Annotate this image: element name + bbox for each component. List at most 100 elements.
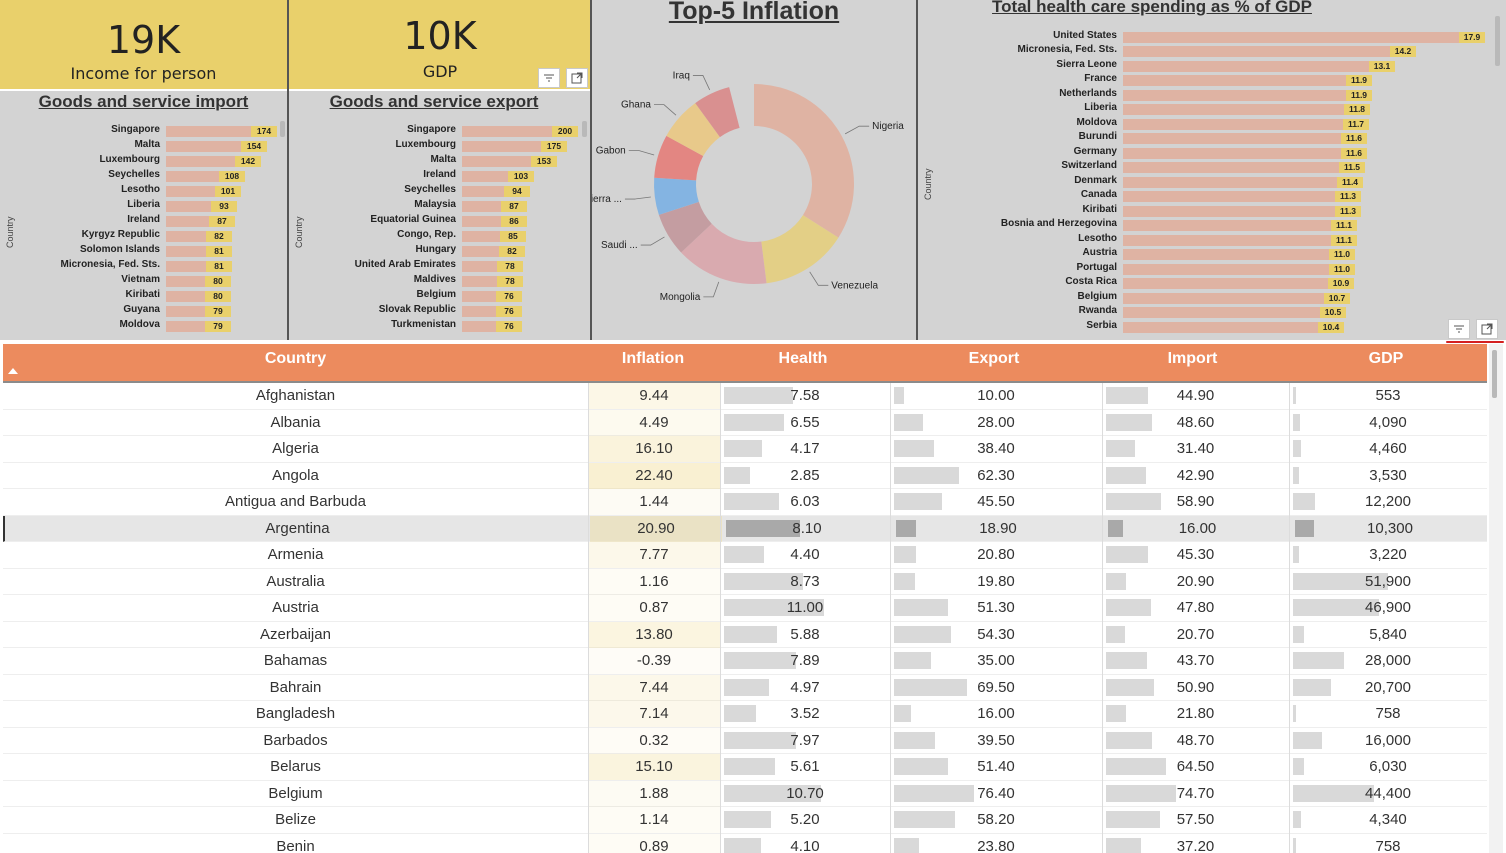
table-row[interactable]: Antigua and Barbuda 1.44 6.03 45.50 58.90 12,… [3, 489, 1487, 516]
bar[interactable] [166, 306, 205, 317]
import-chart-panel[interactable]: Goods and service import Country Singapo… [0, 91, 287, 340]
bar-row[interactable]: Congo, Rep. 85 [289, 229, 591, 244]
table-row[interactable]: Belgium 1.88 10.70 76.40 74.70 44,400 [3, 780, 1487, 807]
sort-ascending-icon[interactable] [8, 368, 18, 374]
bar[interactable] [1123, 263, 1329, 275]
bar[interactable] [1123, 321, 1318, 333]
kpi-income-card[interactable]: 19K Income for person [0, 0, 287, 89]
table-row[interactable]: Belarus 15.10 5.61 51.40 64.50 6,030 [3, 754, 1487, 781]
kpi-gdp-card[interactable]: 10K GDP [289, 0, 591, 89]
bar[interactable] [462, 231, 500, 242]
bar-row[interactable]: Hungary 82 [289, 244, 591, 259]
bar-row[interactable]: Moldova 79 [0, 319, 287, 334]
bar[interactable] [166, 321, 205, 332]
bar-row[interactable]: Singapore 174 [0, 124, 287, 139]
table-row[interactable]: Bangladesh 7.14 3.52 16.00 21.80 758 [3, 701, 1487, 728]
filter-icon[interactable] [538, 68, 560, 88]
bar-row[interactable]: Maldives 78 [289, 274, 591, 289]
bar[interactable] [1123, 133, 1341, 144]
bar-row[interactable]: United Arab Emirates 78 [289, 259, 591, 274]
bar[interactable] [1123, 89, 1346, 101]
bar-row[interactable]: Malta 153 [289, 154, 591, 169]
bar[interactable] [462, 261, 497, 272]
focus-mode-icon[interactable] [566, 68, 588, 88]
import-scrollbar[interactable] [280, 121, 285, 137]
bar[interactable] [462, 171, 508, 182]
bar[interactable] [462, 291, 496, 302]
header-import[interactable]: Import [1167, 350, 1218, 367]
bar-row[interactable]: Solomon Islands 81 [0, 244, 287, 259]
table-scrollbar-track[interactable] [1489, 344, 1503, 853]
bar-row[interactable]: Denmark 11.4 [918, 175, 1506, 190]
donut-slice[interactable] [654, 135, 704, 181]
bar-row[interactable]: Guyana 79 [0, 304, 287, 319]
header-health[interactable]: Health [778, 350, 828, 367]
table-scrollbar-thumb[interactable] [1492, 350, 1497, 398]
bar-row[interactable]: Canada 11.3 [918, 189, 1506, 204]
bar[interactable] [166, 276, 205, 287]
bar[interactable] [1123, 249, 1329, 260]
bar-row[interactable]: Portugal 11.0 [918, 262, 1506, 277]
bar[interactable] [462, 321, 496, 332]
export-chart-panel[interactable]: Goods and service export Country Singapo… [289, 91, 591, 340]
bar-row[interactable]: Rwanda 10.5 [918, 305, 1506, 320]
bar-row[interactable]: Liberia 93 [0, 199, 287, 214]
bar[interactable] [462, 156, 531, 167]
bar[interactable] [1123, 191, 1335, 202]
bar-row[interactable]: Equatorial Guinea 86 [289, 214, 591, 229]
bar[interactable] [1123, 147, 1341, 159]
bar[interactable] [462, 201, 501, 212]
bar[interactable] [462, 276, 497, 287]
donut-chart[interactable]: Nigeria Venezuela Mongolia Saudi ... Sierra … [592, 0, 916, 340]
bar-row[interactable]: Switzerland 11.5 [918, 160, 1506, 175]
bar-row[interactable]: Bosnia and Herzegovina 11.1 [918, 218, 1506, 233]
bar-row[interactable]: Micronesia, Fed. Sts. 81 [0, 259, 287, 274]
bar-row[interactable]: Luxembourg 142 [0, 154, 287, 169]
bar[interactable] [166, 186, 215, 197]
bar[interactable] [166, 261, 206, 272]
bar[interactable] [462, 126, 552, 137]
bar[interactable] [462, 141, 541, 152]
table-row[interactable]: Australia 1.16 8.73 19.80 20.90 51,900 [3, 568, 1487, 595]
bar[interactable] [1123, 234, 1331, 246]
donut-slice[interactable] [654, 177, 699, 215]
bar[interactable] [1123, 162, 1339, 173]
bar[interactable] [166, 156, 235, 167]
country-table[interactable]: Country Inflation Health Export Import G… [3, 344, 1487, 853]
donut-slice[interactable] [658, 201, 712, 253]
export-scrollbar[interactable] [582, 121, 587, 137]
table-row[interactable]: Austria 0.87 11.00 51.30 47.80 46,900 [3, 595, 1487, 622]
table-row[interactable]: Afghanistan 9.44 7.58 10.00 44.90 553 [3, 383, 1487, 410]
bar-row[interactable]: Seychelles 108 [0, 169, 287, 184]
bar-row[interactable]: Burundi 11.6 [918, 131, 1506, 146]
filter-icon[interactable] [1448, 319, 1470, 339]
bar[interactable] [1123, 292, 1324, 304]
bar-row[interactable]: United States 17.9 [918, 30, 1506, 45]
table-row[interactable]: Argentina 20.90 8.10 18.90 16.00 10,300 [3, 515, 1487, 542]
health-chart-panel[interactable]: Total health care spending as % of GDP C… [918, 0, 1506, 340]
bar[interactable] [1123, 176, 1337, 188]
bar-row[interactable]: Lesotho 101 [0, 184, 287, 199]
bar[interactable] [1123, 31, 1459, 43]
focus-mode-icon[interactable] [1476, 319, 1498, 339]
donut-slice[interactable] [761, 215, 839, 284]
bar[interactable] [462, 216, 501, 227]
table-row[interactable]: Belize 1.14 5.20 58.20 57.50 4,340 [3, 807, 1487, 834]
bar-row[interactable]: Germany 11.6 [918, 146, 1506, 161]
bar-row[interactable]: Micronesia, Fed. Sts. 14.2 [918, 44, 1506, 59]
bar-row[interactable]: France 11.9 [918, 73, 1506, 88]
bar[interactable] [1123, 220, 1331, 231]
bar[interactable] [1123, 118, 1343, 130]
bar-row[interactable]: Sierra Leone 13.1 [918, 59, 1506, 74]
bar[interactable] [1123, 278, 1328, 289]
donut-slice[interactable] [681, 223, 767, 284]
bar-row[interactable]: Kiribati 80 [0, 289, 287, 304]
bar[interactable] [1123, 205, 1335, 217]
bar-row[interactable]: Ireland 87 [0, 214, 287, 229]
bar-row[interactable]: Netherlands 11.9 [918, 88, 1506, 103]
bar-row[interactable]: Malta 154 [0, 139, 287, 154]
table-row[interactable]: Bahrain 7.44 4.97 69.50 50.90 20,700 [3, 674, 1487, 701]
bar[interactable] [166, 291, 205, 302]
bar[interactable] [1123, 104, 1344, 115]
bar-row[interactable]: Malaysia 87 [289, 199, 591, 214]
